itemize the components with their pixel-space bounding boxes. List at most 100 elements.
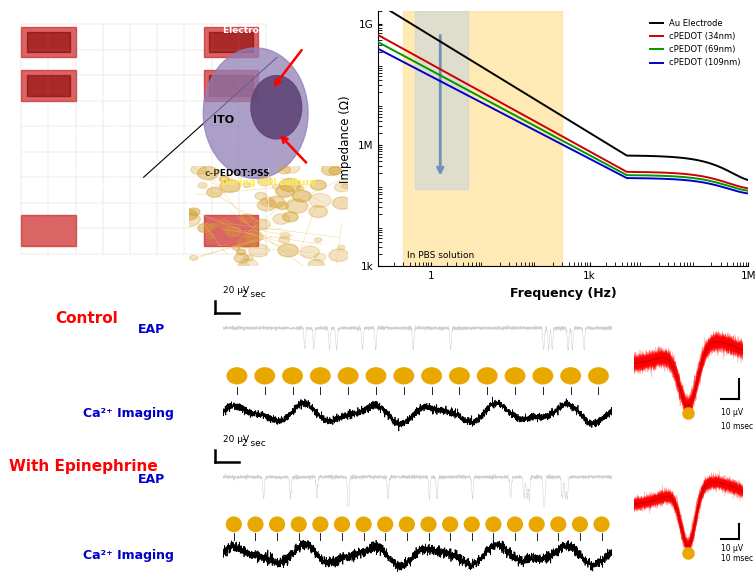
Bar (26, 32, 70, 52)
Circle shape (280, 232, 290, 239)
Circle shape (281, 162, 300, 173)
Ellipse shape (269, 516, 285, 532)
Text: 10 μV: 10 μV (721, 409, 743, 417)
X-axis label: Frequency (Hz): Frequency (Hz) (510, 287, 617, 300)
Ellipse shape (377, 516, 393, 532)
Line: cPEDOT (34nm): cPEDOT (34nm) (378, 35, 748, 189)
Ellipse shape (449, 367, 469, 384)
Text: EAP: EAP (138, 323, 165, 336)
Circle shape (278, 244, 299, 257)
Ellipse shape (507, 516, 523, 532)
Circle shape (283, 212, 298, 222)
Circle shape (314, 253, 326, 261)
Text: Electrode window: Electrode window (223, 26, 314, 35)
Ellipse shape (312, 516, 328, 532)
Bar (203, 215, 258, 246)
Circle shape (207, 187, 222, 197)
cPEDOT (109nm) (606, 167, 615, 174)
Line: cPEDOT (109nm): cPEDOT (109nm) (378, 49, 748, 194)
Circle shape (314, 238, 322, 242)
Circle shape (191, 165, 206, 175)
Circle shape (234, 253, 249, 263)
Ellipse shape (247, 516, 264, 532)
cPEDOT (69nm) (606, 163, 615, 170)
Circle shape (237, 249, 246, 255)
Circle shape (309, 193, 331, 207)
Text: ITO: ITO (213, 115, 234, 125)
Ellipse shape (355, 516, 372, 532)
Bar (21, 215, 76, 246)
Circle shape (278, 166, 290, 174)
Ellipse shape (310, 367, 331, 384)
Y-axis label: Impedance (Ω): Impedance (Ω) (339, 95, 352, 183)
Circle shape (203, 48, 308, 178)
Au Electrode (373, 0, 383, 7)
Ellipse shape (282, 367, 303, 384)
Circle shape (246, 231, 263, 242)
cPEDOT (34nm) (744, 185, 753, 192)
cPEDOT (69nm) (418, 62, 427, 69)
Circle shape (338, 245, 345, 250)
cPEDOT (109nm) (418, 69, 427, 76)
cPEDOT (69nm) (373, 38, 383, 45)
Line: Au Electrode: Au Electrode (378, 3, 748, 180)
cPEDOT (34nm) (641, 168, 650, 175)
Circle shape (293, 190, 311, 202)
Legend: Au Electrode, cPEDOT (34nm), cPEDOT (69nm), cPEDOT (109nm): Au Electrode, cPEDOT (34nm), cPEDOT (69n… (647, 15, 744, 71)
Text: 10 msec: 10 msec (721, 422, 753, 431)
Circle shape (257, 199, 276, 211)
cPEDOT (69nm) (494, 103, 503, 110)
Ellipse shape (338, 367, 358, 384)
cPEDOT (69nm) (520, 117, 529, 124)
Circle shape (279, 236, 290, 243)
Ellipse shape (398, 516, 415, 532)
Text: 20 μV: 20 μV (223, 286, 249, 295)
Text: With Epinephrine: With Epinephrine (9, 460, 157, 474)
Circle shape (309, 206, 327, 218)
Circle shape (273, 214, 290, 224)
Ellipse shape (572, 516, 588, 532)
Ellipse shape (485, 516, 501, 532)
Circle shape (188, 208, 200, 215)
Circle shape (297, 186, 303, 190)
Bar (209, 75, 253, 96)
Text: 2 sec: 2 sec (242, 439, 265, 448)
cPEDOT (109nm) (520, 121, 529, 128)
cPEDOT (69nm) (641, 172, 650, 179)
Circle shape (311, 180, 326, 190)
Circle shape (272, 185, 279, 189)
Bar (209, 32, 253, 52)
cPEDOT (109nm) (641, 175, 650, 182)
Ellipse shape (593, 516, 609, 532)
Circle shape (321, 164, 340, 175)
Au Electrode (641, 152, 650, 159)
cPEDOT (34nm) (373, 32, 383, 38)
Circle shape (279, 178, 300, 192)
Line: cPEDOT (69nm): cPEDOT (69nm) (378, 42, 748, 191)
Circle shape (178, 213, 200, 226)
Circle shape (329, 249, 349, 261)
Ellipse shape (528, 516, 545, 532)
Au Electrode (418, 28, 427, 34)
Ellipse shape (532, 367, 553, 384)
Ellipse shape (334, 516, 350, 532)
Ellipse shape (560, 367, 581, 384)
Ellipse shape (393, 367, 414, 384)
Circle shape (308, 260, 324, 269)
cPEDOT (34nm) (643, 168, 652, 175)
Ellipse shape (463, 516, 480, 532)
cPEDOT (69nm) (643, 172, 652, 179)
Circle shape (342, 184, 349, 189)
cPEDOT (109nm) (744, 190, 753, 197)
Text: During cell culture: During cell culture (221, 178, 316, 187)
Circle shape (240, 214, 255, 223)
Circle shape (243, 183, 250, 187)
Ellipse shape (366, 367, 386, 384)
Text: 10 μV: 10 μV (721, 544, 743, 554)
Bar (26, 75, 70, 96)
Circle shape (243, 255, 253, 261)
cPEDOT (109nm) (373, 45, 383, 52)
Circle shape (329, 167, 342, 175)
Circle shape (181, 210, 197, 220)
Au Electrode (494, 74, 503, 81)
